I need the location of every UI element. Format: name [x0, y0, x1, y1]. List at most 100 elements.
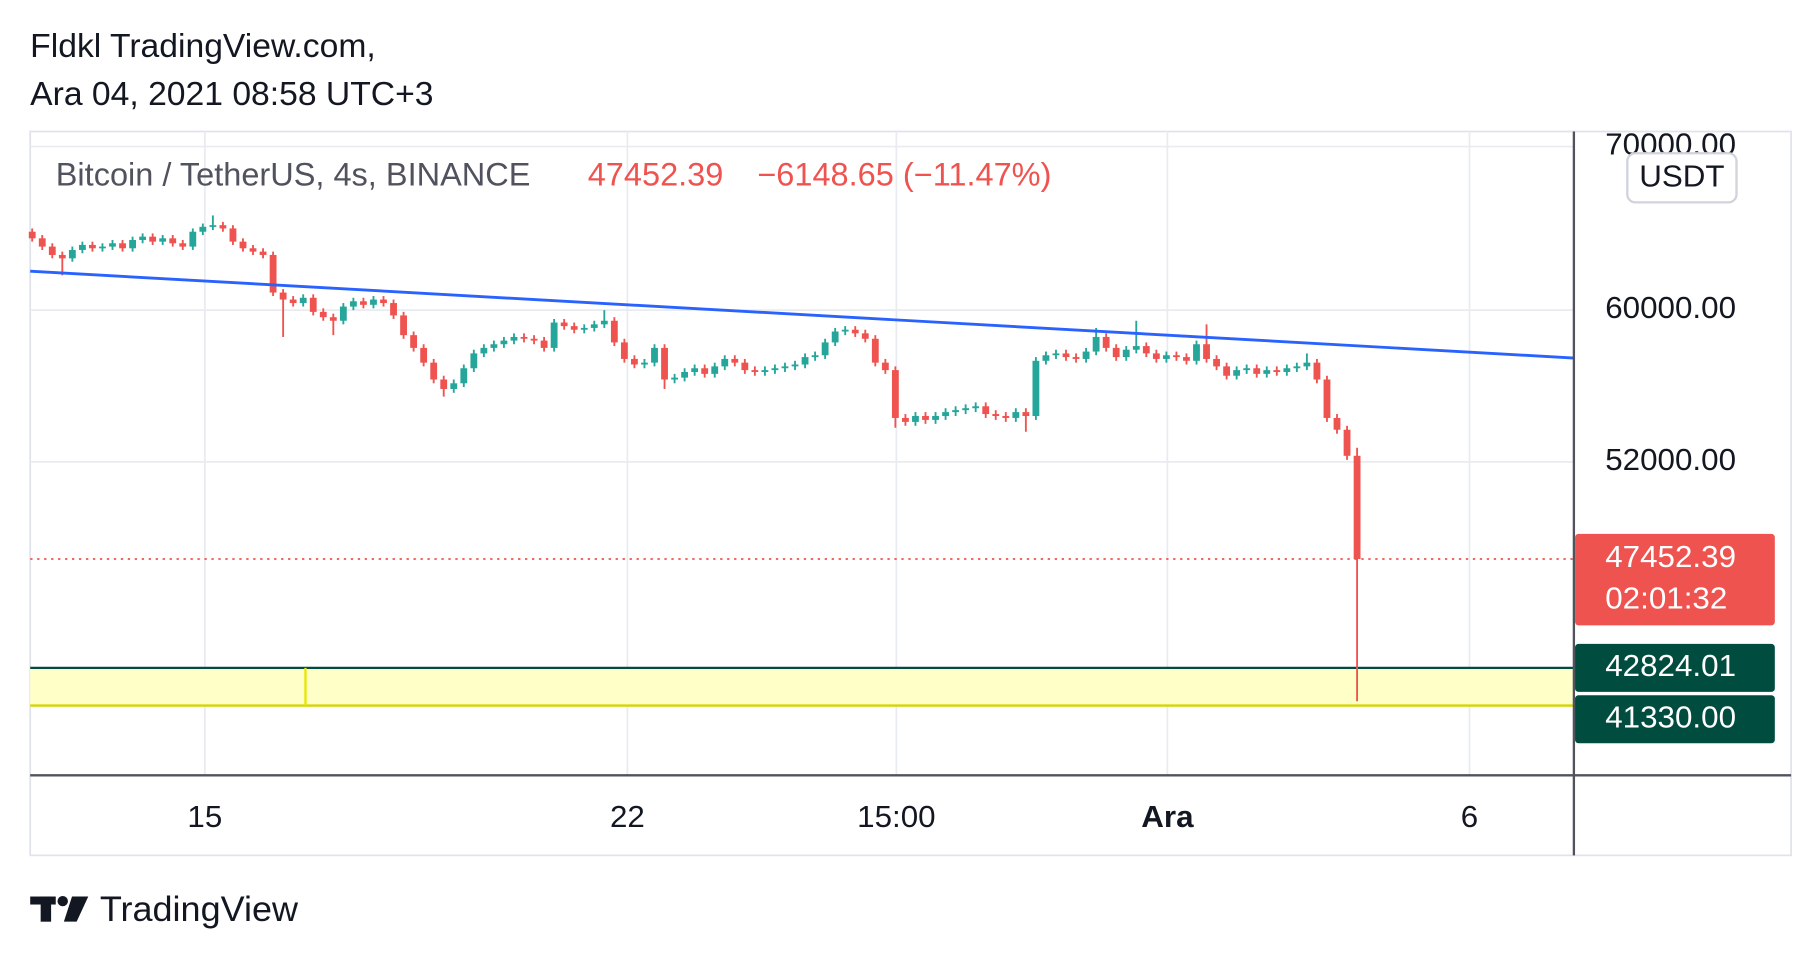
- candle-body: [1193, 344, 1200, 361]
- candle-body: [360, 301, 367, 305]
- x-tick-label: Ara: [1141, 799, 1194, 834]
- candle-body: [992, 414, 1000, 416]
- candle-body: [1213, 358, 1220, 367]
- x-tick-label: 15:00: [857, 799, 935, 834]
- candle-body: [711, 366, 719, 374]
- candle-body: [1052, 353, 1060, 356]
- plot: [28, 215, 1361, 702]
- candle-body: [590, 324, 598, 328]
- brand-logo: [30, 895, 89, 922]
- candle-body: [410, 335, 418, 348]
- candle-body: [982, 406, 990, 415]
- candle-body: [99, 246, 106, 249]
- candle-body: [1333, 417, 1341, 430]
- candle-body: [109, 243, 116, 247]
- candle-body: [1162, 355, 1170, 359]
- candle-body: [952, 410, 960, 413]
- candle-body: [721, 358, 729, 367]
- candle-body: [1313, 362, 1321, 380]
- logo-part: [40, 896, 52, 922]
- candle-body: [1233, 370, 1241, 376]
- candle-body: [1072, 357, 1080, 359]
- candle-body: [1253, 368, 1261, 374]
- candle-body: [1203, 344, 1210, 359]
- candle-body: [129, 239, 136, 249]
- candle-body: [1132, 346, 1140, 350]
- legend-symbol: Bitcoin / TetherUS, 4s, BINANCE: [56, 157, 531, 193]
- header-title: Fldkl TradingView.com,: [30, 28, 376, 65]
- candle-body: [229, 228, 237, 242]
- candle-body: [339, 306, 347, 321]
- candle-body: [550, 322, 558, 348]
- candle-body: [490, 344, 498, 348]
- zone-label: 41330.00: [1605, 700, 1736, 735]
- candle-body: [28, 231, 36, 239]
- chart-frame: [29, 130, 1792, 857]
- candle-body: [1263, 370, 1271, 374]
- candle-body: [1142, 346, 1150, 354]
- candle-body: [811, 355, 819, 358]
- candle-body: [691, 368, 699, 372]
- candle-body: [480, 347, 488, 354]
- candle-body: [510, 336, 518, 341]
- candle-body: [89, 244, 96, 249]
- candle-body: [560, 322, 568, 327]
- overlay: [30, 269, 1574, 560]
- candle-body: [440, 379, 448, 389]
- candle-body: [1353, 455, 1361, 560]
- candle-body: [1122, 349, 1130, 358]
- candle-body: [370, 299, 377, 305]
- logo-part: [63, 896, 89, 922]
- candle-body: [199, 226, 207, 232]
- candle-body: [731, 358, 739, 363]
- candle-body: [259, 251, 267, 255]
- candle-body: [460, 368, 468, 384]
- candle-body: [1283, 368, 1291, 372]
- candle-body: [119, 243, 126, 249]
- trendline: [30, 269, 1574, 360]
- candle-body: [651, 347, 658, 363]
- candle-body: [871, 338, 879, 363]
- candle-body: [530, 338, 538, 341]
- zone-badge: [1575, 643, 1775, 692]
- candle-body: [661, 347, 668, 380]
- x-tick-label: 15: [187, 799, 222, 834]
- candle-body: [78, 244, 86, 250]
- grid: [30, 131, 1574, 776]
- candle-body: [540, 340, 548, 348]
- candle-body: [329, 317, 337, 321]
- candle-body: [430, 362, 438, 380]
- logo-part: [57, 895, 68, 907]
- countdown-label: 02:01:32: [1605, 581, 1727, 616]
- candle-body: [1082, 351, 1090, 359]
- candle-body: [771, 368, 779, 371]
- candle-body: [1173, 355, 1180, 358]
- candle-body: [942, 412, 949, 416]
- candle-body: [791, 364, 799, 367]
- candle-body: [219, 225, 227, 229]
- candle-body: [781, 366, 789, 369]
- candle-body: [139, 236, 147, 240]
- candle-body: [1273, 370, 1281, 372]
- candle-body: [902, 417, 909, 422]
- x-tick-label: 6: [1461, 799, 1478, 834]
- candle-body: [751, 370, 759, 372]
- candle-body: [1183, 357, 1190, 361]
- candle-body: [299, 297, 307, 304]
- candle-body: [610, 320, 618, 343]
- candle-body: [1303, 362, 1311, 367]
- candle-body: [319, 311, 327, 318]
- legend-last-value: 47452.39: [588, 157, 724, 193]
- candle-body: [520, 336, 528, 339]
- candle-body: [380, 299, 387, 304]
- candle-body: [169, 238, 177, 244]
- candle-body: [269, 254, 277, 293]
- legend-change: −6148.65 (−11.47%): [757, 157, 1051, 193]
- candle-body: [841, 329, 849, 332]
- candle-body: [681, 371, 689, 378]
- candle-body: [1152, 353, 1160, 359]
- header-timestamp: Ara 04, 2021 08:58 UTC+3: [30, 76, 433, 113]
- zone-badge: [1575, 695, 1775, 744]
- candle-body: [1112, 347, 1120, 358]
- currency-label: USDT: [1639, 159, 1724, 194]
